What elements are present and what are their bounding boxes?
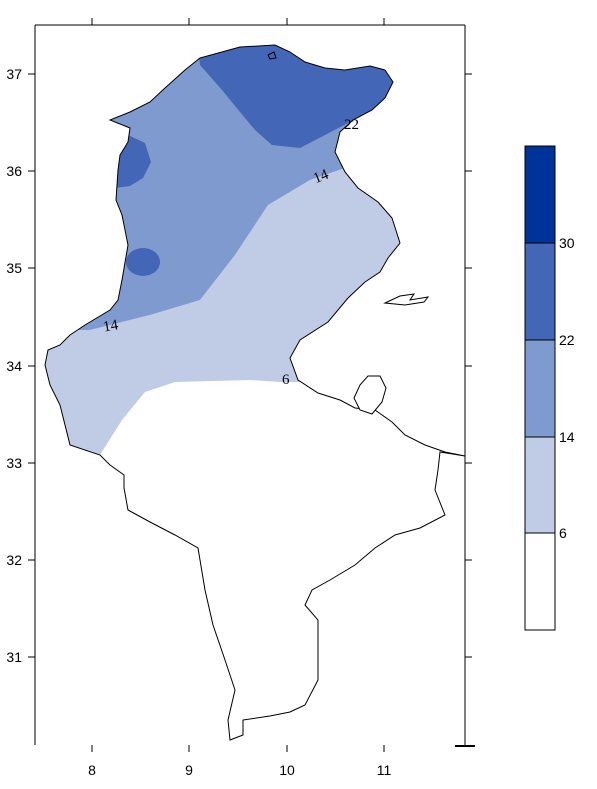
y-tick-label-37: 37 [6,66,22,82]
island-galite [267,51,277,60]
colorbar-band-14-22 [525,340,555,437]
colorbar-label-22: 22 [559,332,575,348]
contour-labels: 22 14 14 6 [102,117,359,388]
y-tick-label-34: 34 [6,358,22,374]
colorbar-label-30: 30 [559,235,575,251]
colorbar-band-6-14 [525,437,555,533]
colorbar-outline [524,145,556,631]
y-tick-label-35: 35 [6,260,22,276]
band-22-30-west-lower [126,248,160,276]
x-tick-label-11: 11 [377,762,392,778]
x-axis: 8 9 10 11 [88,18,391,778]
y-tick-label-36: 36 [6,163,22,179]
country-boundary [44,44,466,741]
colorbar-band-22-30 [525,243,555,340]
contour-label-22: 22 [344,117,359,133]
colorbar-label-14: 14 [559,429,575,445]
contour-label-6: 6 [282,372,290,388]
x-tick-label-8: 8 [88,762,96,778]
x-tick-label-10: 10 [279,762,295,778]
y-tick-label-32: 32 [6,552,22,568]
contour-label-14-west: 14 [102,317,120,335]
island-kerkennah [383,293,430,306]
y-tick-label-31: 31 [6,649,22,665]
colorbar-label-6: 6 [559,525,567,541]
y-tick-label-33: 33 [6,455,22,471]
colorbar-band-above-30 [525,146,555,243]
island-djerba [353,375,387,415]
colorbar-band-below-6 [525,533,555,630]
x-tick-label-9: 9 [185,762,193,778]
contour-label-14-east: 14 [311,166,331,187]
colorbar: 30 22 14 6 [524,145,575,631]
y-axis: 37 36 35 34 33 32 31 [6,66,472,665]
